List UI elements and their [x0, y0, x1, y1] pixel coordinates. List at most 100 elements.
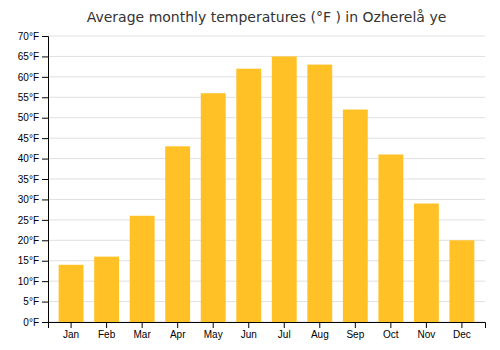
grid-line	[48, 138, 485, 139]
tick-label: Nov	[417, 329, 435, 340]
bar	[414, 204, 439, 322]
tick-label: 35°F	[18, 174, 39, 185]
tick-label: Sep	[346, 329, 364, 340]
tick: 60°F	[18, 72, 48, 83]
bar	[343, 110, 368, 322]
tick: 30°F	[18, 194, 48, 205]
tick: 20°F	[18, 235, 48, 246]
bar	[236, 69, 261, 322]
tick-mark	[42, 36, 48, 37]
tick-label: Apr	[170, 329, 186, 340]
tick-mark	[42, 138, 48, 139]
tick-mark	[42, 322, 48, 323]
tick-label: Jul	[278, 329, 291, 340]
tick-label: 15°F	[18, 255, 39, 266]
tick: 70°F	[18, 31, 48, 42]
bar	[94, 257, 119, 322]
tick-mark	[390, 322, 391, 328]
tick: 45°F	[18, 133, 48, 144]
tick: May	[204, 322, 223, 340]
grid-line	[48, 179, 485, 180]
tick-mark	[284, 322, 285, 328]
tick-mark	[42, 179, 48, 180]
bar	[201, 93, 226, 322]
axis-line	[49, 323, 486, 329]
tick: 0°F	[23, 317, 48, 328]
grid-line	[48, 36, 485, 37]
grid-line	[48, 117, 485, 118]
tick-label: Mar	[134, 329, 152, 340]
tick: Feb	[98, 322, 116, 340]
tick: Sep	[346, 322, 364, 340]
bar	[378, 154, 403, 322]
tick-label: Oct	[383, 329, 399, 340]
tick-mark	[42, 77, 48, 78]
tick: Oct	[383, 322, 399, 340]
grid-line	[48, 76, 485, 77]
tick: Jul	[278, 322, 291, 340]
tick: 35°F	[18, 174, 48, 185]
tick: Jan	[63, 322, 79, 340]
tick: 50°F	[18, 112, 48, 123]
x-axis: Jan Feb Mar Apr May Jun Jul Aug Sep Oct Nov Dec	[49, 322, 486, 340]
grid	[48, 36, 485, 322]
tick-label: 40°F	[18, 153, 39, 164]
tick-label: 55°F	[18, 92, 39, 103]
title: Average monthly temperatures (°F ) in Oz…	[87, 9, 447, 25]
tick-mark	[213, 322, 214, 328]
tick-label: 10°F	[18, 276, 39, 287]
tick-label: Jan	[63, 329, 79, 340]
tick: 65°F	[18, 51, 48, 62]
tick: 5°F	[23, 296, 48, 307]
bar	[130, 216, 155, 322]
chart: Average monthly temperatures (°F ) in Oz…	[0, 0, 500, 350]
tick-mark	[142, 322, 143, 328]
tick-label: 65°F	[18, 51, 39, 62]
tick: Dec	[453, 322, 471, 340]
y-axis: 0°F 5°F 10°F 15°F 20°F 25°F 30°F 35°F 40°F 45°F 50…	[18, 31, 49, 328]
tick-mark	[177, 322, 178, 328]
tick-mark	[355, 322, 356, 328]
tick-label: Dec	[453, 329, 471, 340]
tick-mark	[42, 56, 48, 57]
tick-mark	[42, 199, 48, 200]
tick-mark	[42, 302, 48, 303]
bar	[449, 240, 474, 322]
grid-line	[48, 97, 485, 98]
bar	[59, 265, 84, 322]
bars	[59, 56, 475, 322]
tick-mark	[42, 118, 48, 119]
tick-label: 70°F	[18, 31, 39, 42]
tick-mark	[461, 322, 462, 328]
tick-label: 60°F	[18, 72, 39, 83]
grid-line	[48, 158, 485, 159]
tick-mark	[42, 281, 48, 282]
tick-mark	[426, 322, 427, 328]
tick-label: 30°F	[18, 194, 39, 205]
bar	[272, 56, 297, 322]
tick-mark	[319, 322, 320, 328]
tick-mark	[248, 322, 249, 328]
tick: 10°F	[18, 276, 48, 287]
tick-mark	[42, 97, 48, 98]
grid-line	[48, 199, 485, 200]
tick-mark	[71, 322, 72, 328]
tick-label: May	[204, 329, 223, 340]
tick: Nov	[417, 322, 435, 340]
tick-label: 5°F	[23, 296, 39, 307]
bar	[165, 146, 190, 322]
tick: Jun	[241, 322, 257, 340]
tick: Apr	[170, 322, 186, 340]
tick: Mar	[134, 322, 152, 340]
tick: 25°F	[18, 215, 48, 226]
tick-mark	[106, 322, 107, 328]
tick-mark	[42, 261, 48, 262]
tick-label: 45°F	[18, 133, 39, 144]
plot: 0°F 5°F 10°F 15°F 20°F 25°F 30°F 35°F 40°F 45°F 50…	[18, 31, 486, 340]
grid-line	[48, 56, 485, 57]
tick-label: 50°F	[18, 112, 39, 123]
tick-label: Aug	[311, 329, 329, 340]
tick-label: 0°F	[23, 317, 39, 328]
tick-label: Feb	[98, 329, 116, 340]
tick-mark	[42, 159, 48, 160]
